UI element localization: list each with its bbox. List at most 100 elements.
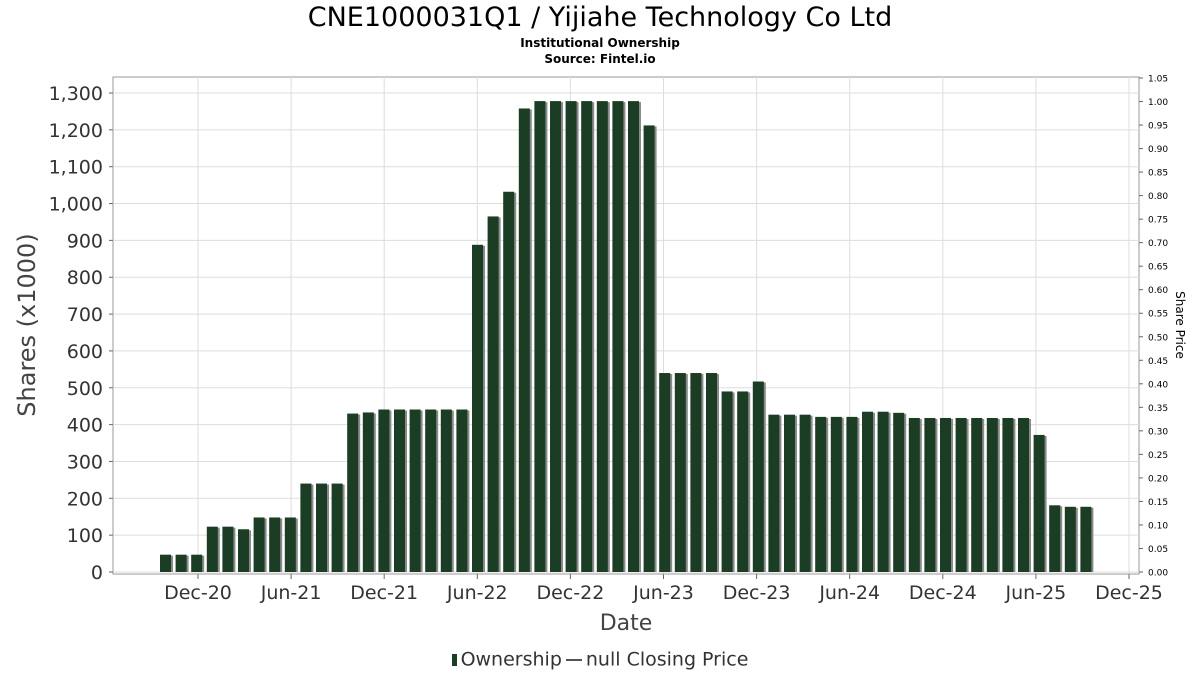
y2-tick-label: 0.15: [1148, 498, 1168, 508]
y2-tick-label: 0.60: [1148, 286, 1168, 296]
bar: [284, 517, 296, 572]
y-tick-label: 100: [67, 525, 103, 547]
bar: [222, 526, 234, 572]
bar: [674, 373, 686, 572]
y-tick-label: 200: [67, 488, 103, 510]
bars: [160, 101, 1094, 573]
legend-closing-price: null Closing Price: [585, 648, 749, 671]
bar: [300, 483, 312, 572]
bar: [160, 554, 171, 572]
bar: [191, 554, 203, 572]
bar: [628, 101, 639, 573]
y2-tick-label: 0.25: [1148, 451, 1168, 461]
y-tick-label: 0: [91, 562, 103, 584]
x-tick-label: Dec-20: [164, 582, 232, 604]
bar: [581, 101, 593, 573]
bar: [815, 416, 827, 572]
bar: [908, 417, 920, 572]
y2-tick-label: 1.05: [1148, 75, 1168, 85]
bar: [550, 101, 561, 573]
x-tick-label: Dec-24: [909, 582, 977, 604]
bar: [518, 108, 530, 572]
y2-axis-label: Share Price: [1173, 291, 1187, 359]
y-tick-label: 1,100: [49, 157, 103, 179]
bar: [877, 411, 889, 572]
y2-tick-label: 0.80: [1148, 192, 1168, 202]
y-tick-label: 700: [67, 304, 103, 326]
y2-tick-label: 0.30: [1148, 427, 1168, 437]
ownership-swatch-icon: [451, 653, 457, 666]
x-axis-label: Date: [600, 611, 653, 636]
bar: [924, 417, 936, 572]
bar: [378, 409, 390, 572]
bar: [737, 391, 749, 572]
bar: [846, 416, 858, 572]
bar: [565, 101, 577, 573]
y2-tick-label: 0.85: [1148, 169, 1168, 179]
closing-price-swatch-icon: [565, 658, 582, 661]
bar: [238, 529, 249, 572]
bar: [752, 381, 764, 572]
x-tick-label: Dec-23: [723, 582, 791, 604]
y2-tick-label: 0.90: [1148, 145, 1168, 155]
bar: [971, 417, 983, 572]
x-tick-label: Jun-24: [818, 582, 880, 604]
bar: [362, 412, 374, 572]
bar: [1018, 417, 1029, 572]
bar: [893, 412, 905, 572]
bar: [1033, 434, 1045, 572]
bar: [409, 409, 421, 572]
x-tick-label: Dec-22: [536, 582, 604, 604]
bar: [986, 417, 998, 572]
x-tick-label: Jun-21: [260, 582, 322, 604]
y2-tick-label: 0.35: [1148, 404, 1168, 414]
bar: [862, 411, 873, 572]
y-tick-label: 800: [67, 267, 103, 289]
bar: [721, 391, 733, 572]
bar: [503, 191, 515, 573]
bar: [206, 526, 218, 572]
y-tick-label: 300: [67, 451, 103, 473]
y2-tick-label: 0.50: [1148, 333, 1168, 343]
x-tick-label: Jun-23: [632, 582, 694, 604]
bar: [1064, 506, 1076, 572]
x-tick-label: Dec-25: [1095, 582, 1163, 604]
y-tick-label: 1,000: [49, 194, 103, 216]
y2-tick-label: 0.55: [1148, 310, 1168, 320]
y-axis-label: Shares (x1000): [13, 233, 41, 416]
bar: [706, 373, 717, 572]
y2-tick-label: 0.65: [1148, 263, 1168, 273]
bar: [596, 101, 608, 573]
bar: [612, 101, 624, 573]
bar: [799, 414, 811, 572]
bar: [784, 414, 795, 572]
y2-tick-label: 0.75: [1148, 216, 1168, 226]
y2-tick-label: 0.45: [1148, 357, 1168, 367]
y-tick-label: 900: [67, 230, 103, 252]
bar: [1002, 417, 1014, 572]
y-tick-label: 1,200: [49, 120, 103, 142]
chart-subtitle: Institutional Ownership: [520, 36, 680, 50]
y2-tick-label: 0.95: [1148, 122, 1168, 132]
bar: [955, 417, 967, 572]
y2-tick-label: 0.05: [1148, 545, 1168, 555]
bar: [487, 216, 499, 572]
axes: 0 100 200 300 400 500 600 700 800 900 1,000 1,100 1,…: [49, 75, 1169, 605]
legend-ownership: Ownership: [460, 648, 562, 671]
chart-title: CNE1000031Q1 / Yijiahe Technology Co Ltd: [307, 2, 893, 33]
y-tick-label: 1,300: [49, 83, 103, 105]
bar: [253, 517, 265, 572]
y2-tick-label: 0.40: [1148, 380, 1168, 390]
y2-tick-label: 1.00: [1148, 98, 1168, 108]
bar: [331, 483, 343, 572]
x-tick-label: Dec-21: [350, 582, 418, 604]
y2-tick-label: 0.20: [1148, 474, 1168, 484]
bar: [456, 409, 468, 572]
bar: [768, 414, 780, 572]
x-tick-label: Jun-25: [1005, 582, 1067, 604]
y-tick-label: 400: [67, 415, 103, 437]
bar: [316, 483, 327, 572]
bar: [830, 416, 842, 572]
bar: [394, 409, 405, 572]
y2-tick-label: 0.00: [1148, 569, 1168, 579]
